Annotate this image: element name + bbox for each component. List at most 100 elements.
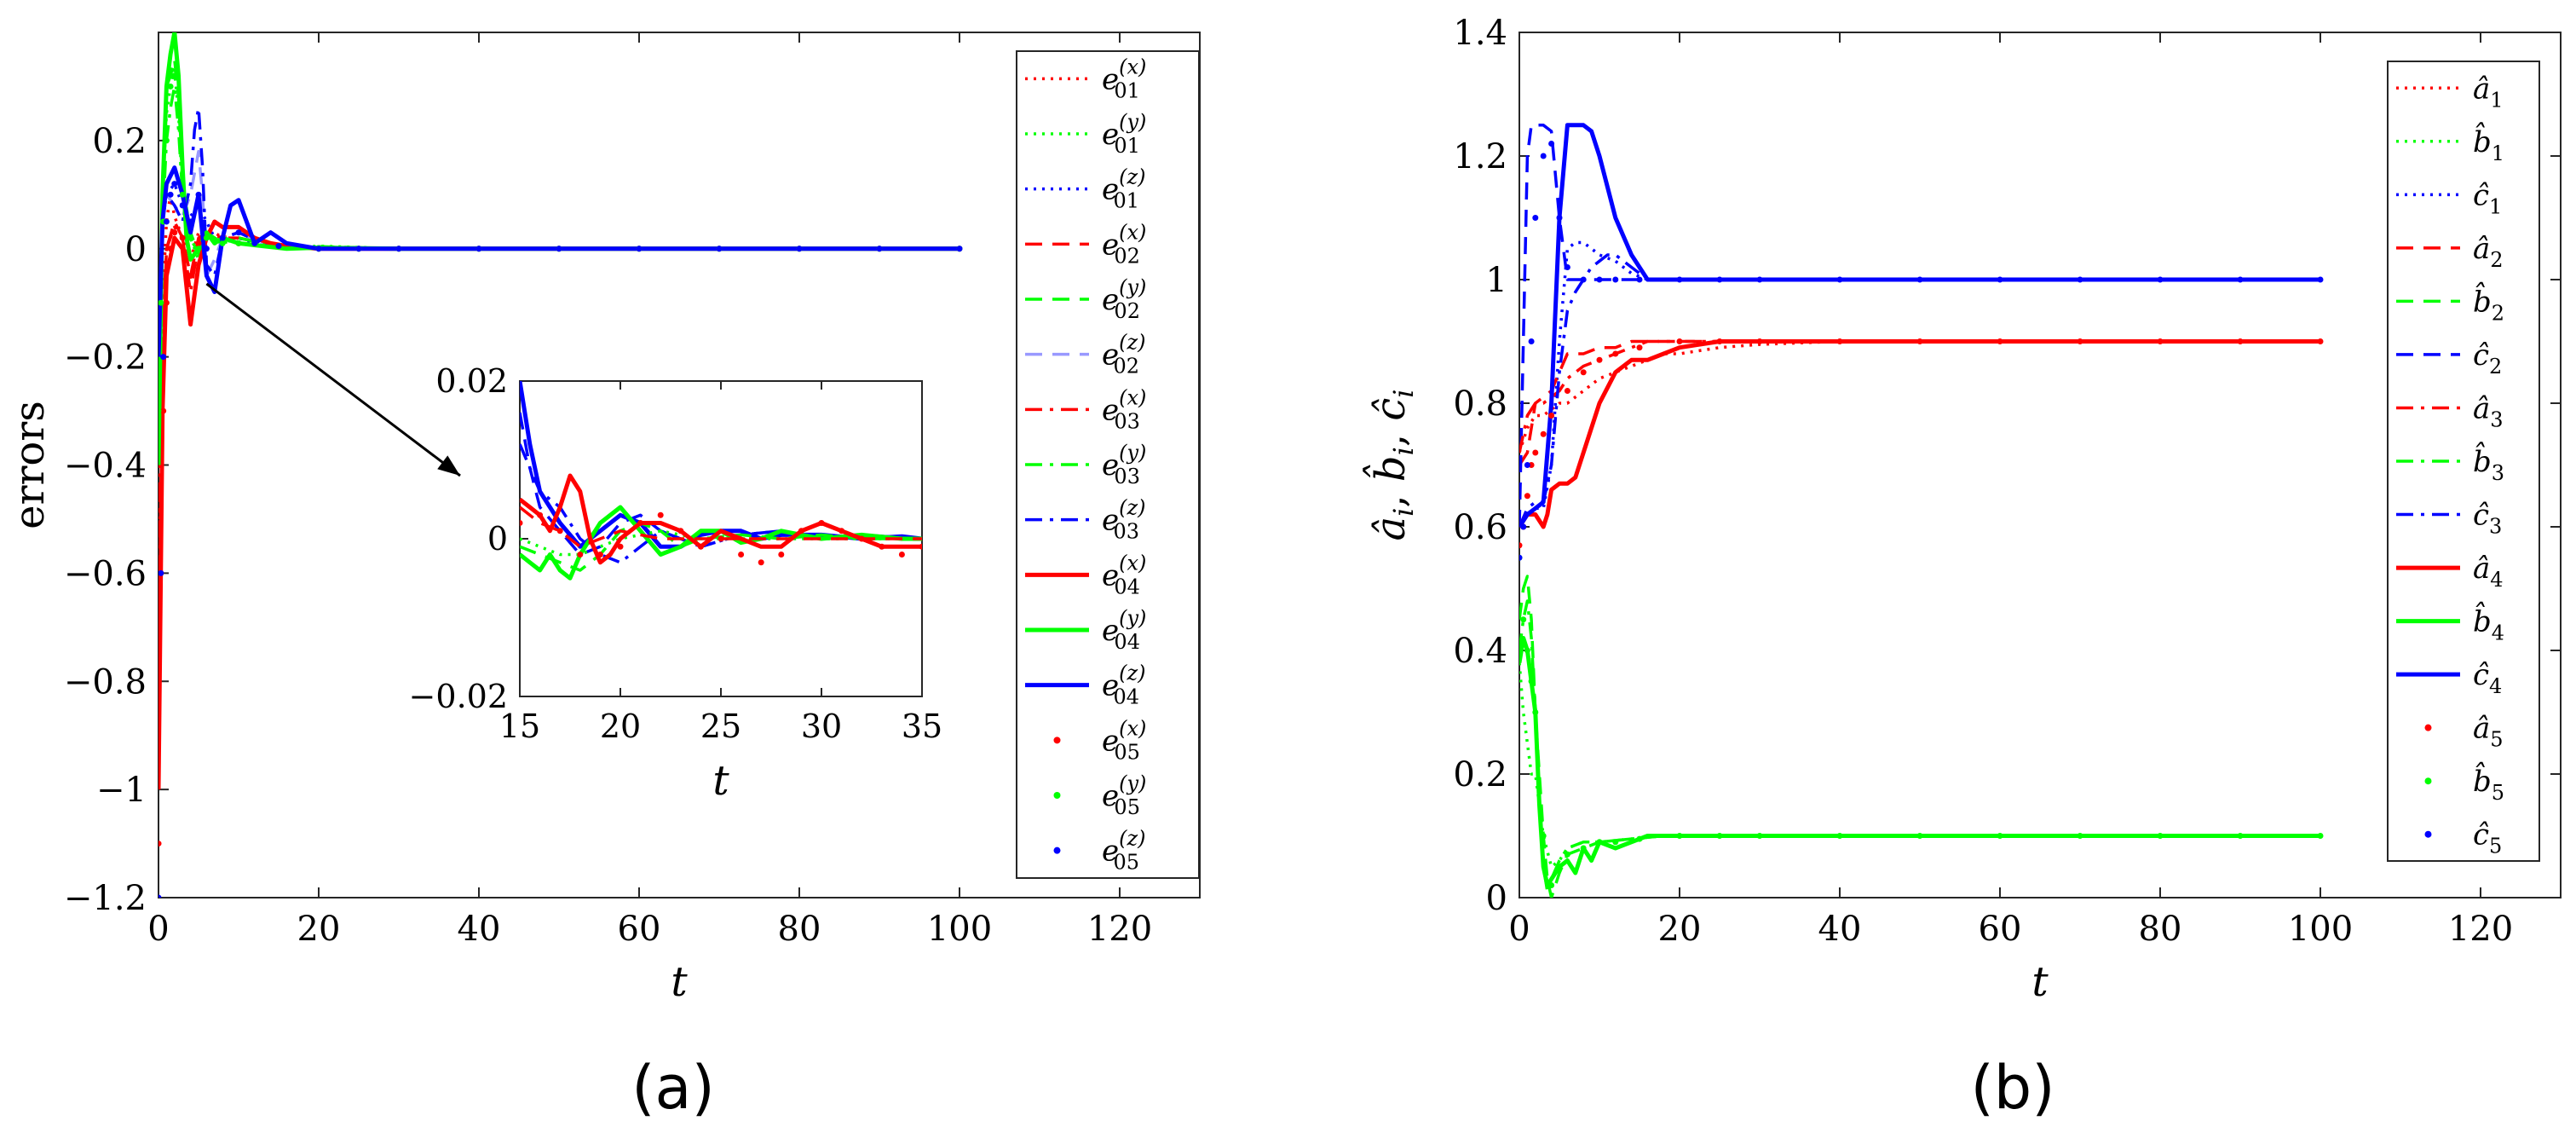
legend-swatch-12 bbox=[1053, 737, 1061, 744]
y-tick-label: −1.2 bbox=[64, 879, 147, 918]
series-point-12 bbox=[1676, 338, 1683, 344]
series-line-1 bbox=[158, 68, 960, 412]
legend-entry-11: ĉ4 bbox=[2473, 658, 2502, 698]
series-point-13 bbox=[1612, 839, 1619, 846]
x-tick-label: 100 bbox=[927, 910, 992, 949]
series-point-12 bbox=[2317, 338, 2324, 344]
chart-panel-a: 0 20 40 60 80 100 120 −1.2 −1 −0.8 −0.6 −0.4 −0.2 0 0.… bbox=[6, 32, 1201, 1123]
series-point-14 bbox=[187, 218, 194, 225]
inset-series-point-7 bbox=[697, 543, 704, 550]
series-layer bbox=[1519, 123, 2324, 898]
y-tick-label: 0.8 bbox=[1453, 384, 1507, 424]
inset-series-line-6 bbox=[520, 473, 922, 565]
inset-series-point-7 bbox=[738, 552, 745, 558]
series-point-13 bbox=[2237, 833, 2244, 839]
series-line-5 bbox=[1519, 124, 2320, 528]
series-layer bbox=[158, 32, 963, 898]
series-point-12 bbox=[1564, 388, 1570, 394]
inset-x-tick-label: 15 bbox=[499, 708, 540, 745]
series-point-12 bbox=[1596, 356, 1603, 363]
y-tick-label: −0.2 bbox=[64, 338, 147, 378]
series-point-13 bbox=[158, 299, 164, 306]
series-point-14 bbox=[1756, 276, 1763, 283]
series-point-12 bbox=[187, 272, 194, 279]
inset-series-point-7 bbox=[520, 520, 523, 526]
series-point-12 bbox=[1519, 542, 1523, 549]
series-point-13 bbox=[1556, 864, 1563, 870]
x-tick-label: 0 bbox=[147, 910, 169, 949]
legend-entry-0: â1 bbox=[2473, 72, 2504, 112]
series-point-13 bbox=[176, 110, 182, 117]
series-point-13 bbox=[235, 240, 242, 246]
x-tick-label: 20 bbox=[297, 910, 341, 949]
series-point-14 bbox=[315, 246, 322, 252]
y-axis-label: errors bbox=[6, 401, 54, 529]
legend-entry-9: â4 bbox=[2473, 552, 2504, 592]
series-point-14 bbox=[1836, 276, 1843, 283]
series-line-11 bbox=[158, 165, 960, 357]
zoom-arrow-head bbox=[437, 455, 460, 476]
y-tick-label: 0 bbox=[125, 230, 147, 269]
legend-entry-14: ĉ5 bbox=[2473, 818, 2502, 858]
series-point-12 bbox=[1580, 369, 1587, 376]
legend-swatch-14 bbox=[2424, 830, 2432, 838]
inset-y-tick-label: 0.02 bbox=[435, 362, 508, 400]
series-point-14 bbox=[556, 246, 562, 252]
legend-entry-0: e(x) 01 bbox=[1102, 55, 1146, 102]
series-line-0 bbox=[1519, 339, 2320, 454]
inset-series-point-7 bbox=[758, 559, 764, 566]
y-tick-label: 1.4 bbox=[1453, 14, 1507, 53]
x-tick-label: 100 bbox=[2288, 910, 2353, 949]
series-point-12 bbox=[160, 407, 167, 414]
series-point-14 bbox=[171, 181, 178, 188]
inset-series-point-7 bbox=[919, 543, 922, 550]
series-point-14 bbox=[158, 569, 164, 576]
legend-entry-10: e(y) 04 bbox=[1102, 606, 1146, 654]
y-tick-label: 0.6 bbox=[1453, 508, 1507, 547]
inset-series-point-7 bbox=[637, 520, 644, 526]
y-tick-label: 0.2 bbox=[92, 122, 147, 161]
series-line-2 bbox=[1519, 240, 2320, 528]
series-point-14 bbox=[1676, 276, 1683, 283]
series-point-14 bbox=[1596, 276, 1603, 283]
series-point-14 bbox=[876, 246, 883, 252]
series-point-12 bbox=[171, 229, 178, 236]
series-point-13 bbox=[167, 83, 174, 90]
inset-x-tick-label: 35 bbox=[902, 708, 942, 745]
series-point-14 bbox=[251, 240, 258, 246]
inset-series-point-7 bbox=[617, 543, 624, 550]
series-line-10 bbox=[1519, 636, 2320, 887]
series-point-14 bbox=[1548, 141, 1555, 147]
series-point-13 bbox=[1676, 833, 1683, 839]
series-point-13 bbox=[158, 407, 162, 414]
series-point-13 bbox=[171, 72, 178, 79]
series-point-14 bbox=[1540, 153, 1547, 159]
panel-label: (a) bbox=[631, 1053, 715, 1123]
y-tick-label: 1 bbox=[1486, 261, 1507, 300]
series-line-2 bbox=[158, 182, 960, 357]
y-tick-label: 1.2 bbox=[1453, 137, 1507, 176]
inset-y-tick-label: 0 bbox=[487, 520, 508, 558]
legend-swatch-12 bbox=[2424, 724, 2432, 731]
inset-series-point-7 bbox=[537, 511, 544, 518]
legend-entry-2: e(z) 01 bbox=[1102, 165, 1146, 213]
legend-entry-13: b̂5 bbox=[2473, 762, 2504, 805]
series-point-13 bbox=[163, 137, 170, 144]
inset-chart: 15 20 25 30 35 −0.02 0 0.02 t bbox=[205, 282, 942, 805]
inset-series-point-7 bbox=[818, 520, 825, 526]
legend-entry-6: â3 bbox=[2473, 391, 2504, 431]
series-point-14 bbox=[796, 246, 803, 252]
series-point-13 bbox=[2077, 833, 2083, 839]
x-tick-label: 60 bbox=[618, 910, 661, 949]
series-point-14 bbox=[1916, 276, 1923, 283]
legend-entry-4: b̂2 bbox=[2473, 282, 2504, 325]
inset-x-tick-label: 30 bbox=[801, 708, 842, 745]
inset-x-tick-label: 20 bbox=[600, 708, 641, 745]
legend-entry-5: ĉ2 bbox=[2473, 338, 2502, 378]
series-point-14 bbox=[1524, 462, 1530, 468]
series-line-8 bbox=[1519, 253, 2320, 528]
legend: â1 b̂1 ĉ1 â2 b̂2 ĉ2 â3 b̂3 ĉ3 â4 b̂4 ĉ4 â5 b̂5 ĉ5 bbox=[2387, 61, 2540, 862]
series-point-14 bbox=[275, 243, 282, 250]
inset-series-point-7 bbox=[778, 552, 785, 558]
series-point-14 bbox=[1636, 276, 1643, 283]
